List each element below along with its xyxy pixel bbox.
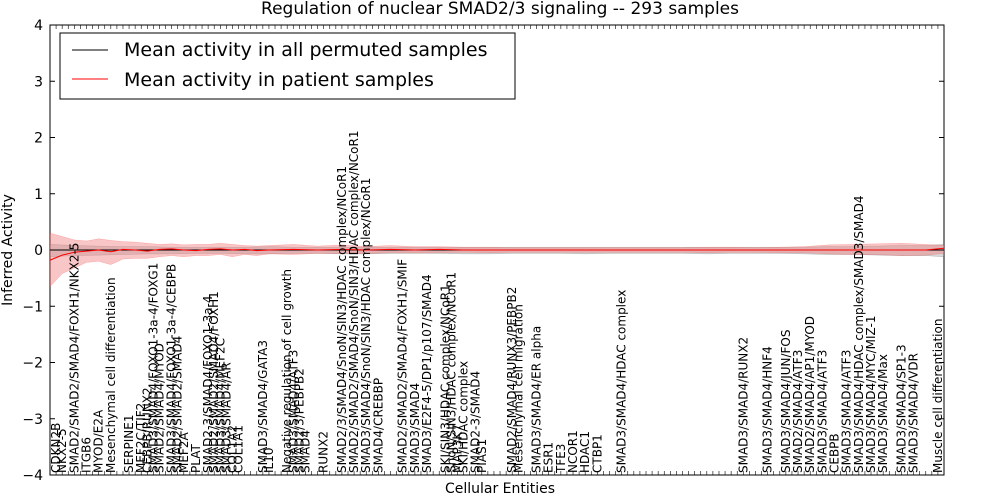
y-tick-label: 0 (34, 243, 43, 259)
entity-label: SMAD2/3/PEBPB2 (292, 368, 306, 473)
entity-label: SMAD3/SMAD4/ATF3 (840, 350, 854, 473)
y-tick-label: 3 (34, 74, 43, 90)
entity-label: PIAS1 (475, 439, 489, 473)
entity-label: SMAD2/SMAD2/SMAD4/SnoN/SIN3/HDAC complex… (347, 130, 361, 473)
entity-label: ESR1 (542, 442, 556, 473)
entity-label: Mesenchymal cell differentiation (104, 277, 118, 473)
entity-label: SMAD2/SMAD4/RUNX3/PEBPB2 (505, 287, 519, 473)
entity-label: CEBPB/RUNX2 (140, 387, 154, 473)
entity-label: PLAT (189, 444, 203, 473)
entity-label: SMAD3/SMAD4/ATF3 (286, 350, 300, 473)
entity-label: SMAD3/SMAD4/SnoN/SIN3/HDAC complex/NCoR1 (359, 178, 373, 473)
entity-label: Negative regulation of cell growth (280, 269, 294, 473)
entity-label: MYOD/E2A (92, 409, 106, 473)
series-1-band (49, 232, 945, 288)
legend-label-permuted: Mean activity in all permuted samples (124, 39, 487, 61)
entity-label: CTBP1 (590, 434, 604, 473)
entity-label: SMAD3/SMAD4/ATF3 (815, 350, 829, 473)
y-tick-label: −3 (22, 412, 43, 428)
entity-label: SMAD3/SMAD4/HDAC complex (615, 290, 629, 473)
entity-label: SMAD3/SMAD4/HDAC complex/SMAD3/SMAD4 (852, 195, 866, 473)
entity-label: CEBPB (828, 433, 842, 473)
entity-label: SMAD2/SMAD2/SMAD4/FOXH1/SMIF (396, 259, 410, 473)
entity-label: RUNX2 (317, 431, 331, 473)
entity-label: NKX2-5 (55, 428, 69, 473)
entity-label: SMAD4 (298, 430, 312, 473)
entity-label: SMAD2/SMAD4/MYOD (152, 343, 166, 473)
entity-label: SMAD4/CREBBP (371, 378, 385, 473)
series-0-band (49, 244, 945, 258)
chart-title: Regulation of nuclear SMAD2/3 signaling … (261, 0, 739, 19)
entity-label: MAP3K7 (450, 424, 464, 473)
entity-label: ITGB6 (79, 437, 93, 473)
y-tick-label: 1 (34, 187, 43, 203)
entity-label: SMAD3/E2F4-5/DP1/p107/SMAD4 (420, 274, 434, 473)
entity-label: SMAD3/SMAD4/SP1-3 (894, 344, 908, 473)
entity-label: SMAD3/SMAD4/GATA3 (256, 340, 270, 473)
entity-label: COL1A1 (232, 425, 246, 473)
entity-label: SMAD3/SMAD4 (408, 383, 422, 473)
entity-label: SMAD2/SMAD4/AP1/MYOD (803, 316, 817, 473)
entity-label: SMAD3/SMAD4/HNF4 (761, 346, 775, 473)
entity-label: SMAD2-3/SMAD4/FOXO1-3a-4 (201, 295, 215, 473)
entity-label: MEF2A (177, 432, 191, 473)
entity-label: NCOR1 (566, 430, 580, 473)
entity-label: SMAD2/SMAD2/SMAD4/FOXH1/NKX2-5 (67, 243, 81, 473)
x-axis-label: Cellular Entities (445, 481, 555, 497)
entity-label: SMAD2/SMAD2/SMAD4/FOXH1 (207, 291, 221, 473)
entity-label: SMAD3/SMAD4/MYC/MIZ-1 (864, 315, 878, 473)
y-tick-label: −4 (22, 468, 43, 484)
legend-label-patient: Mean activity in patient samples (124, 69, 434, 91)
entity-label: CDKN2B (49, 423, 63, 473)
entity-label: SMAD3/SMAD4/MEF2C (213, 338, 227, 473)
entity-label: SMAD3/SMAD4/FOXO1-3a-4/FOXG1 (146, 263, 160, 473)
entity-label: SMAD3/SMAD4/Max (876, 354, 890, 473)
entity-label: SMAD2/SMAD2/SMAD4 (171, 336, 185, 473)
entity-label: Muscle cell differentiation (931, 319, 945, 473)
entity-label: SKI/HDAC complex (457, 361, 471, 473)
entity-label: SMAD3/SMAD4/AR (219, 362, 233, 473)
y-tick-label: −1 (22, 299, 43, 315)
y-tick-label: −2 (22, 356, 43, 372)
legend-box (59, 32, 516, 100)
entity-label: TFE3 (554, 444, 568, 474)
entity-label: SERPINE1 (122, 414, 136, 473)
entity-label: SMAD3/SMAD4/FOXO1-3a-4/CEBPB (165, 264, 179, 473)
y-tick-label: 2 (34, 131, 43, 147)
entity-label: SKI/SIN3/HDAC complex/NCoR1 (438, 284, 452, 473)
entity-label: Mesenchymal cell migration (511, 304, 525, 473)
entity-label: SMAD3/SMAD4/VDR (907, 353, 921, 473)
entity-label: SMAD2-3/SMAD4 (469, 371, 483, 473)
entity-label: SMAD3/SMAD4/ER alpha (530, 326, 544, 473)
entity-label: SMAD3/SMAD4/JUN/FOS (779, 329, 793, 473)
entity-label: COL1A2 (225, 425, 239, 473)
entity-label: SMAD3/SMAD4/RUNX2 (736, 337, 750, 473)
y-axis-label: Inferred Activity (0, 194, 16, 306)
entity-label: SnoN/SIN3/HDAC complex/NCoR1 (444, 272, 458, 473)
y-tick-label: 4 (34, 18, 43, 34)
entity-label: MEF2C/TIF2 (134, 403, 148, 473)
legend: Mean activity in all permuted samples Me… (59, 32, 516, 100)
entity-label: SMAD2/SMAD4/ATF3 (791, 350, 805, 473)
entity-label: SMAD2/3/SMAD4/SnoN/SIN3/HDAC complex/NCo… (335, 166, 349, 473)
entity-label: IL10 (262, 448, 276, 474)
entity-label: HDAC1 (578, 431, 592, 473)
series-1-line (49, 247, 945, 261)
